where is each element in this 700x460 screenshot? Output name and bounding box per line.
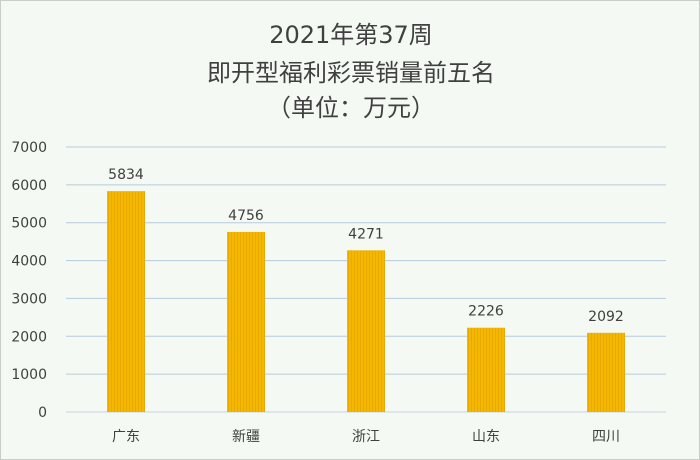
data-label: 4271 [348,226,384,242]
x-tick-label: 四川 [592,429,620,445]
bars [107,191,625,412]
bar [347,250,385,412]
chart-title-line-1: 2021年第37周 [269,21,433,49]
chart-title-line-3: （单位：万元） [267,94,435,122]
chart-title-line-2: 即开型福利彩票销量前五名 [207,59,495,87]
bar [467,327,505,412]
y-axis-tick-labels: 0 1000 2000 3000 4000 5000 6000 7000 [11,140,47,421]
y-tick-label: 2000 [11,329,47,345]
x-tick-label: 广东 [112,429,140,445]
data-label: 2226 [468,304,504,320]
data-label: 2092 [588,309,624,325]
y-tick-label: 0 [38,405,47,421]
x-axis-tick-labels: 广东 新疆 浙江 山东 四川 [112,429,620,445]
data-label: 4756 [228,208,264,224]
x-tick-label: 新疆 [232,429,260,445]
y-tick-label: 6000 [11,178,47,194]
data-label: 5834 [108,167,144,183]
x-tick-label: 山东 [472,429,500,445]
data-labels: 5834 4756 4271 2226 2092 [108,167,624,325]
y-tick-label: 4000 [11,254,47,270]
x-tick-label: 浙江 [352,429,380,445]
bar [227,231,265,412]
bar [587,332,625,412]
y-tick-label: 3000 [11,291,47,307]
bar [107,191,145,412]
y-tick-label: 1000 [11,367,47,383]
y-tick-label: 5000 [11,216,47,232]
y-tick-label: 7000 [11,140,47,156]
